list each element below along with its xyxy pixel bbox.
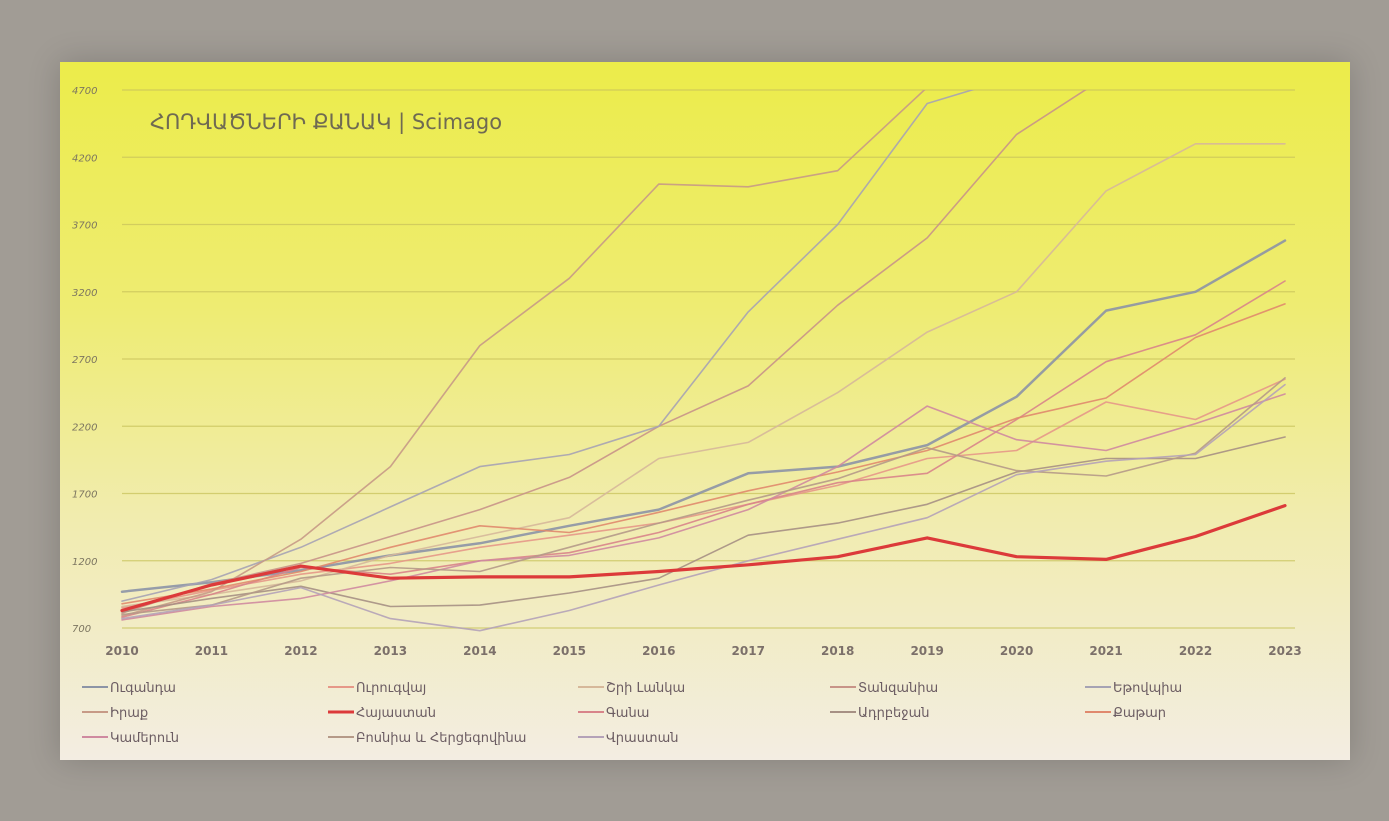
x-tick-label: 2016	[642, 644, 675, 658]
y-tick-label: 2200	[72, 422, 97, 433]
x-tick-label: 2011	[195, 644, 228, 658]
series-line	[121, 90, 975, 602]
legend: Ուգանդա Ուրուգվայ Շրի Լանկա Տանզանիա Եթովպիա…	[82, 681, 1182, 746]
x-tick-label: 2019	[910, 644, 943, 658]
series-line	[121, 436, 1286, 613]
legend-label: Բոսնիա և Հերցեգովինա	[356, 731, 526, 746]
legend-label: Ուգանդա	[110, 681, 176, 696]
legend-label: Գանա	[606, 706, 649, 721]
x-tick-label: 2013	[374, 644, 407, 658]
x-tick-label: 2012	[284, 644, 317, 658]
slide: 4700 4200 3700 3200 2700 2200 1700 1200 700 2010…	[60, 62, 1350, 760]
legend-label: Քաթար	[1113, 706, 1166, 721]
x-tick-label: 2020	[1000, 644, 1033, 658]
x-tick-label: 2021	[1089, 644, 1122, 658]
legend-label: Տանզանիա	[858, 681, 938, 696]
x-tick-label: 2014	[463, 644, 496, 658]
x-tick-label: 2023	[1268, 644, 1301, 658]
series-line	[121, 90, 1087, 615]
legend-label: Իրաք	[110, 706, 148, 721]
series-line	[121, 378, 1286, 609]
x-axis-tick-labels: 2010 2011 2012 2013 2014 2015 2016 2017 2018 2019…	[105, 644, 1301, 658]
y-tick-label: 1200	[72, 557, 97, 568]
series-line	[121, 376, 1286, 616]
legend-label: Ադրբեջան	[858, 706, 929, 721]
y-tick-label: 3200	[72, 288, 97, 299]
series-line	[121, 383, 1286, 632]
legend-label: Հայաստան	[356, 706, 436, 721]
series-line	[120, 504, 1287, 613]
chart-title: ՀՈԴՎԱԾՆԵՐԻ ՔԱՆԱԿ | Scimago	[150, 110, 502, 135]
y-tick-label: 1700	[72, 490, 97, 501]
series-line	[120, 239, 1287, 593]
x-tick-label: 2015	[553, 644, 586, 658]
series-line	[121, 393, 1286, 621]
y-tick-label: 700	[72, 624, 91, 635]
legend-label: Շրի Լանկա	[606, 681, 685, 696]
legend-label: Վրաստան	[606, 731, 679, 746]
x-tick-label: 2017	[732, 644, 765, 658]
y-tick-label: 2700	[72, 355, 97, 366]
y-tick-label: 4700	[72, 86, 97, 97]
legend-label: Ուրուգվայ	[356, 681, 426, 696]
series-lines	[120, 90, 1287, 632]
x-tick-label: 2018	[821, 644, 854, 658]
x-tick-label: 2022	[1179, 644, 1212, 658]
y-tick-label: 4200	[72, 153, 97, 164]
legend-label: Եթովպիա	[1113, 681, 1182, 696]
y-axis-tick-labels: 4700 4200 3700 3200 2700 2200 1700 1200 700	[72, 86, 97, 635]
series-line	[121, 143, 1286, 608]
legend-label: Կամերուն	[110, 731, 179, 746]
gridlines	[122, 89, 1295, 629]
x-tick-label: 2010	[105, 644, 138, 658]
line-chart: 4700 4200 3700 3200 2700 2200 1700 1200 700 2010…	[72, 86, 1302, 746]
y-tick-label: 3700	[72, 221, 97, 232]
series-line	[121, 90, 926, 617]
